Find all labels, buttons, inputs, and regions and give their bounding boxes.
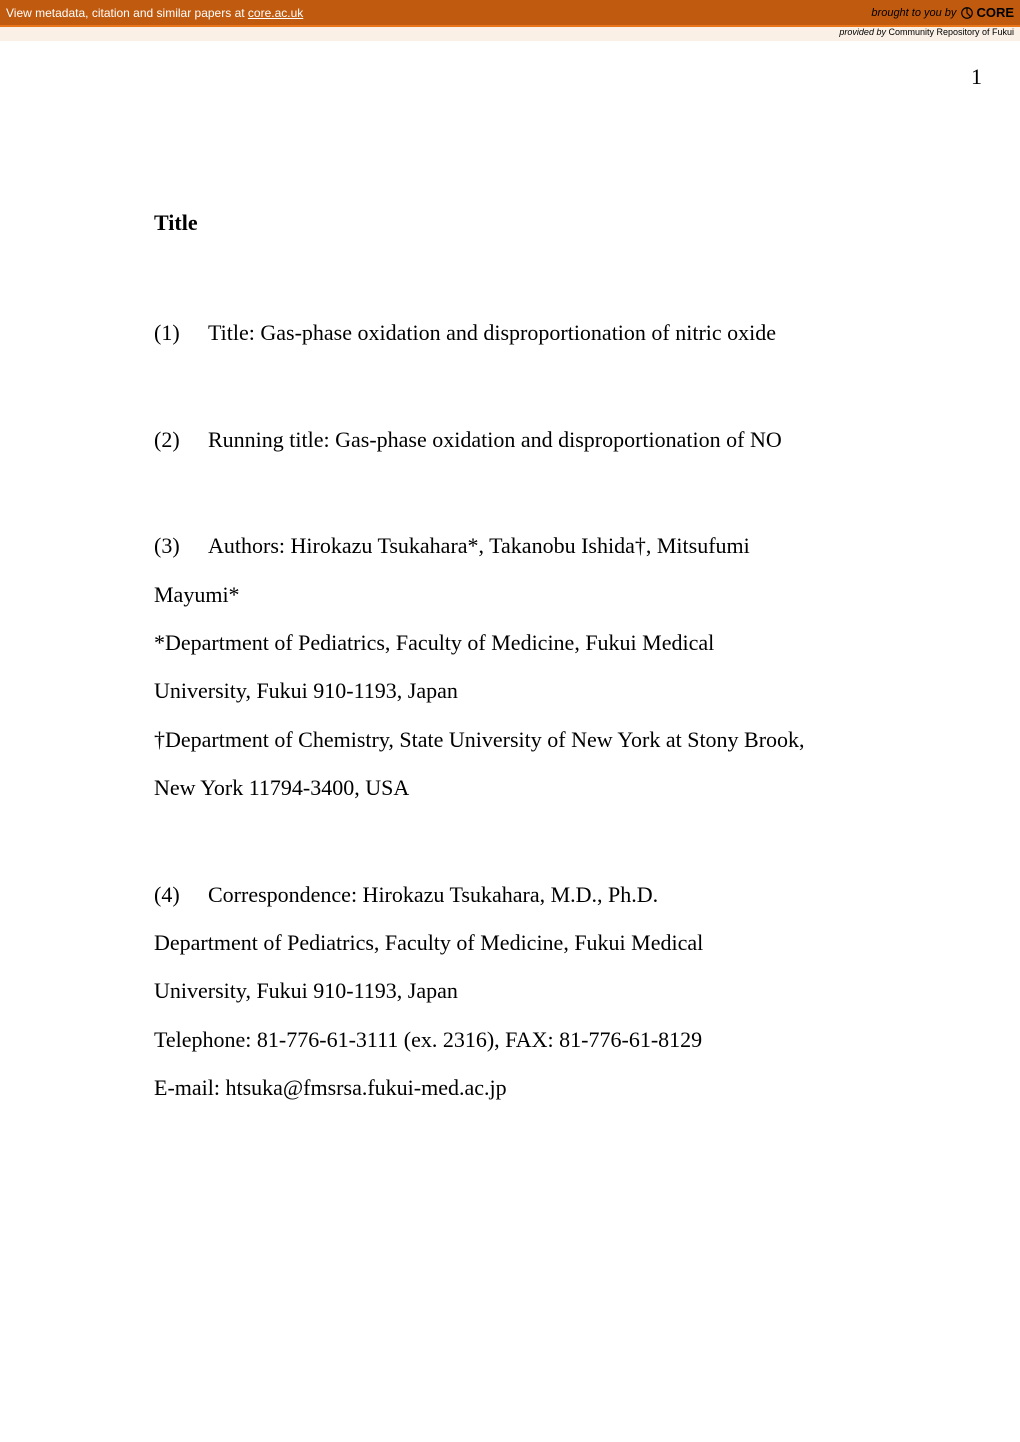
item-text: Running title: Gas-phase oxidation and d… [208,427,782,452]
item-1: (1)Title: Gas-phase oxidation and dispro… [154,309,870,357]
core-logo[interactable]: CORE [960,5,1014,20]
line: Department of Pediatrics, Faculty of Med… [154,919,870,967]
banner-left: View metadata, citation and similar pape… [6,6,303,20]
item-2: (2)Running title: Gas-phase oxidation an… [154,416,870,464]
item-text: Correspondence: Hirokazu Tsukahara, M.D.… [208,882,658,907]
provided-by-label: provided by [839,27,888,37]
provided-by-banner: provided by Community Repository of Fuku… [0,27,1020,41]
banner-right: brought to you by CORE [871,5,1014,20]
item-number: (2) [154,416,208,464]
core-banner: View metadata, citation and similar pape… [0,0,1020,27]
line: (3)Authors: Hirokazu Tsukahara*, Takanob… [154,522,870,570]
core-name: CORE [976,5,1014,20]
line: Mayumi* [154,571,870,619]
line: University, Fukui 910-1193, Japan [154,667,870,715]
item-number: (3) [154,522,208,570]
item-3: (3)Authors: Hirokazu Tsukahara*, Takanob… [154,522,870,812]
line: University, Fukui 910-1193, Japan [154,967,870,1015]
line: New York 11794-3400, USA [154,764,870,812]
item-number: (1) [154,309,208,357]
line: †Department of Chemistry, State Universi… [154,716,870,764]
line: (4)Correspondence: Hirokazu Tsukahara, M… [154,871,870,919]
page-number: 1 [971,64,982,90]
banner-prefix: View metadata, citation and similar pape… [6,6,248,20]
item-number: (4) [154,871,208,919]
core-icon [960,6,974,20]
document-body: Title (1)Title: Gas-phase oxidation and … [0,41,1020,1112]
item-4: (4)Correspondence: Hirokazu Tsukahara, M… [154,871,870,1113]
section-title: Title [154,199,870,247]
line: *Department of Pediatrics, Faculty of Me… [154,619,870,667]
item-text: Authors: Hirokazu Tsukahara*, Takanobu I… [208,533,750,558]
item-text: Title: Gas-phase oxidation and dispropor… [208,320,776,345]
brought-by-label: brought to you by [871,7,956,19]
core-link[interactable]: core.ac.uk [248,6,303,20]
line: E-mail: htsuka@fmsrsa.fukui-med.ac.jp [154,1064,870,1112]
provider-name: Community Repository of Fukui [888,27,1014,37]
line: Telephone: 81-776-61-3111 (ex. 2316), FA… [154,1016,870,1064]
